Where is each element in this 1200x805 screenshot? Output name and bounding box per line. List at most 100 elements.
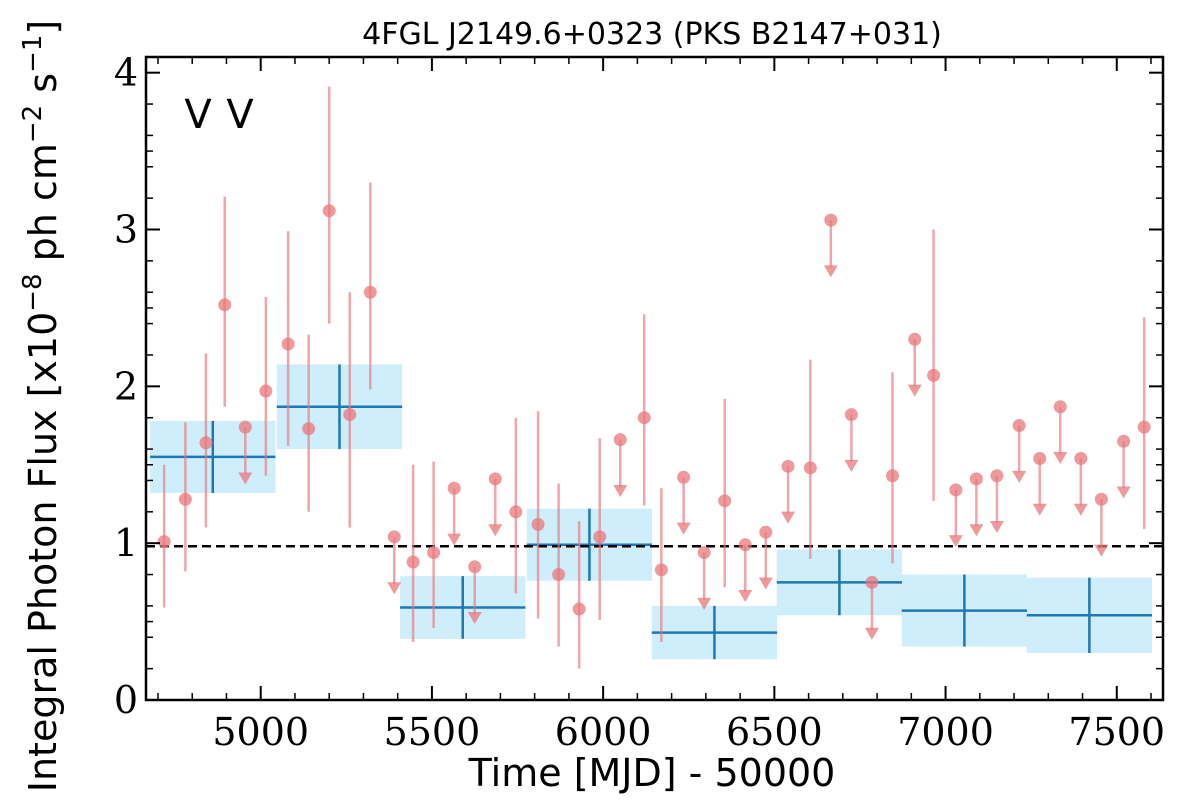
monthly-flux-point [927, 368, 941, 382]
upper-limit-point [949, 483, 963, 497]
upper-limit-point [677, 470, 691, 484]
upper-limit-arrowhead [738, 590, 753, 603]
label-layer: Time [MJD] - 50000 Integral Photon Flux … [18, 20, 835, 795]
x-tick-label: 7500 [1068, 710, 1165, 754]
upper-limit-point [387, 530, 401, 544]
upper-limit-point [781, 459, 795, 473]
upper-limit-point [908, 332, 922, 346]
y-axis-label-exp1: −8 [18, 273, 48, 311]
legend-marker-yearly: V [184, 92, 212, 138]
upper-limit-arrowhead [697, 597, 712, 610]
y-tick-label: 0 [114, 678, 138, 722]
y-tick-label: 4 [114, 51, 138, 95]
axes-layer: 5000 5500 6000 6500 7000 7500 0 1 2 3 4 [114, 51, 1165, 754]
upper-limit-arrowhead [676, 522, 691, 535]
monthly-flux-point [718, 494, 732, 508]
monthly-flux-point [885, 469, 899, 483]
y-axis-label: Integral Photon Flux [x10−8 ph cm−2 s−1] [18, 20, 65, 793]
monthly-flux-point [531, 517, 545, 531]
monthly-flux-point [406, 555, 420, 569]
y-axis-label-prefix: Integral Photon Flux [x10 [21, 312, 65, 793]
x-tick-label: 6500 [726, 710, 823, 754]
data-layer [146, 86, 1163, 669]
upper-limit-point [1117, 434, 1131, 448]
y-axis-label-suffix: ] [21, 20, 65, 35]
monthly-flux-point [178, 492, 192, 506]
upper-limit-arrowhead [1073, 503, 1088, 516]
monthly-flux-point [157, 535, 171, 549]
monthly-flux-point [572, 602, 586, 616]
monthly-flux-point [427, 546, 441, 560]
y-axis-label-mid: ph cm [21, 143, 65, 273]
monthly-flux-point [637, 411, 651, 425]
monthly-flux-point [218, 298, 232, 312]
upper-limit-point [824, 213, 838, 227]
upper-limit-arrowhead [238, 472, 253, 485]
upper-limit-point [969, 472, 983, 486]
upper-limit-arrowhead [488, 524, 503, 537]
monthly-flux-point [302, 422, 316, 436]
upper-limit-arrowhead [864, 627, 879, 640]
monthly-flux-point [343, 408, 357, 422]
upper-limit-point [738, 538, 752, 552]
x-tick-label: 5000 [212, 710, 309, 754]
upper-limit-arrowhead [844, 459, 859, 472]
y-tick-label: 3 [114, 208, 138, 252]
upper-limit-point [238, 420, 252, 434]
upper-limit-point [697, 546, 711, 560]
upper-limit-point [1094, 492, 1108, 506]
plot-frame [144, 55, 1165, 702]
upper-limit-point [865, 575, 879, 589]
upper-limit-point [1074, 451, 1088, 465]
x-tick-label: 6000 [555, 710, 652, 754]
monthly-flux-point [363, 285, 377, 299]
upper-limit-arrowhead [781, 511, 796, 524]
legend-marker-monthly: V [226, 92, 254, 138]
upper-limit-point [613, 433, 627, 447]
upper-limit-point [1033, 451, 1047, 465]
upper-limit-point [488, 472, 502, 486]
x-axis-label: Time [MJD] - 50000 [468, 751, 836, 795]
upper-limit-arrowhead [1053, 452, 1068, 465]
upper-limit-arrowhead [948, 535, 963, 548]
monthly-flux-point [259, 384, 273, 398]
upper-limit-point [990, 469, 1004, 483]
upper-limit-point [1012, 419, 1026, 433]
upper-limit-arrowhead [1032, 503, 1047, 516]
upper-limit-arrowhead [1012, 470, 1027, 483]
monthly-flux-point [199, 436, 213, 450]
upper-limit-arrowhead [969, 524, 984, 537]
x-tick-label: 5500 [384, 710, 481, 754]
monthly-flux-point [654, 563, 668, 577]
upper-limit-point [759, 525, 773, 539]
monthly-flux-point [803, 461, 817, 475]
monthly-flux-point [1137, 420, 1151, 434]
upper-limit-point [1053, 400, 1067, 414]
upper-limit-arrowhead [613, 484, 628, 497]
y-tick-label: 2 [114, 364, 138, 408]
upper-limit-arrowhead [758, 577, 773, 590]
upper-limit-arrowhead [447, 533, 462, 546]
upper-limit-arrowhead [907, 384, 922, 397]
y-tick-label: 1 [114, 521, 138, 565]
upper-limit-arrowhead [1094, 544, 1109, 557]
upper-limit-arrowhead [823, 265, 838, 278]
upper-limit-arrowhead [1116, 486, 1131, 499]
monthly-flux-point [552, 568, 566, 582]
x-tick-label: 7000 [897, 710, 994, 754]
upper-limit-point [844, 408, 858, 422]
y-axis-label-exp2: −2 [18, 105, 48, 143]
upper-limit-arrowhead [467, 612, 482, 625]
monthly-flux-point [509, 505, 523, 519]
monthly-flux-point [322, 204, 336, 218]
monthly-flux-point [281, 337, 295, 351]
upper-limit-point [447, 481, 461, 495]
y-axis-label-mid2: s [21, 73, 65, 105]
monthly-flux-point [593, 530, 607, 544]
upper-limit-arrowhead [387, 582, 402, 595]
y-axis-label-exp3: −1 [18, 35, 48, 73]
chart-title: 4FGL J2149.6+0323 (PKS B2147+031) [362, 17, 942, 52]
upper-limit-arrowhead [989, 521, 1004, 534]
